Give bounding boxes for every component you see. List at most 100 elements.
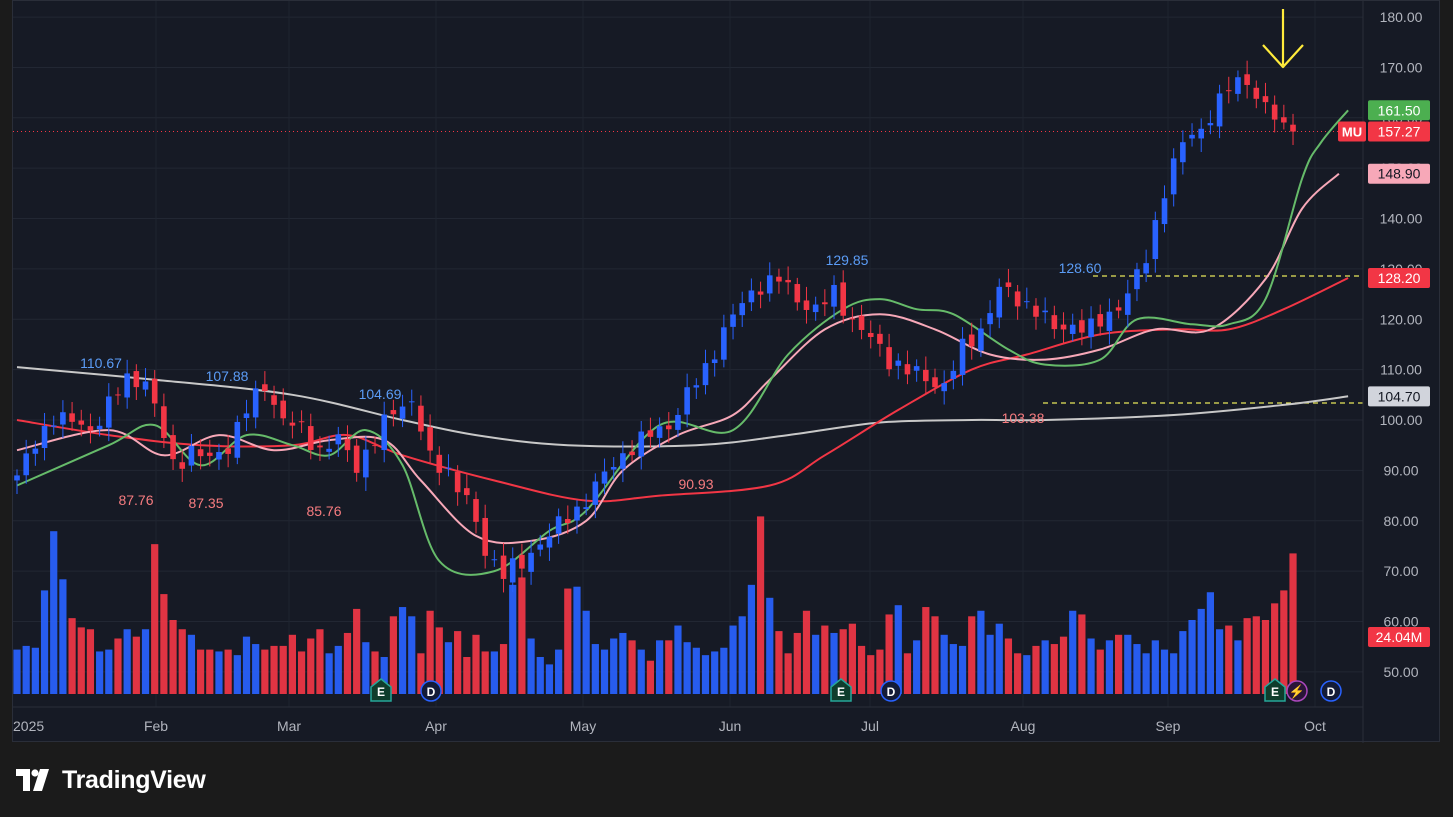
dividend-marker-label: D <box>427 685 436 699</box>
volume-bar <box>454 631 462 694</box>
volume-bar <box>784 653 792 694</box>
candle-body <box>1042 310 1048 313</box>
candle-body <box>1281 117 1287 123</box>
volume-bar <box>1188 620 1196 694</box>
earnings-event-icon[interactable]: E <box>370 678 392 702</box>
candle-body <box>895 360 902 366</box>
earnings-marker-label: E <box>377 685 385 699</box>
volume-bar <box>13 649 21 694</box>
volume-bar <box>279 645 287 694</box>
candle-body <box>399 406 406 419</box>
candle-body <box>335 434 342 445</box>
candle-body <box>702 363 709 386</box>
candle-body <box>280 400 287 419</box>
price-label-box <box>1368 386 1430 407</box>
high-annotation: 110.67 <box>80 355 122 371</box>
arrow-icon-stroke <box>1262 9 1304 69</box>
footer-brand[interactable]: TradingView <box>16 764 206 796</box>
chart-frame[interactable]: 110.67 107.88 104.69 129.85 128.60 87.76 87.35… <box>12 0 1441 743</box>
volume-bar <box>151 544 159 694</box>
volume-bar <box>68 618 76 694</box>
volume-bar <box>215 651 223 694</box>
candle-body <box>932 377 938 388</box>
event-markers[interactable]: E D E D E ⚡ D <box>370 678 1342 702</box>
candle-body <box>583 507 589 510</box>
candle-body <box>252 388 259 418</box>
candle-body <box>555 516 562 534</box>
candle-body <box>179 462 186 469</box>
time-tick-label: Jul <box>861 718 879 734</box>
price-label-box <box>1368 627 1430 647</box>
news-marker-label: ⚡ <box>1289 684 1305 700</box>
time-tick-label: Feb <box>144 718 168 734</box>
volume-bar <box>233 655 241 694</box>
volume-bar <box>481 651 489 694</box>
candle-body <box>464 488 470 496</box>
volume-bar <box>738 616 746 694</box>
candle-body <box>197 449 204 457</box>
candle-body <box>987 313 993 325</box>
volume-bar <box>1280 590 1288 694</box>
price-tick-label: 100.00 <box>1380 412 1423 428</box>
candle-body <box>41 426 48 449</box>
volume-bar <box>1179 631 1187 694</box>
volume-bar <box>1078 614 1086 694</box>
candle-body <box>610 467 617 470</box>
volume-bar <box>968 616 976 694</box>
candle-body <box>620 453 626 469</box>
volume-bar <box>729 625 737 694</box>
candle-body <box>812 304 819 313</box>
volume-bar <box>665 640 673 694</box>
candle-body <box>170 435 176 460</box>
candle-body <box>803 300 810 310</box>
dividend-event-icon[interactable]: D <box>880 680 902 702</box>
candle-body <box>353 445 360 473</box>
volume-price-label: 24.04M <box>1368 627 1430 647</box>
volume-bar <box>435 627 443 694</box>
earnings-marker-label: E <box>837 685 845 699</box>
candle-body <box>1271 104 1278 120</box>
volume-bar <box>371 651 379 694</box>
volume-bar <box>132 636 140 694</box>
volume-bar <box>1160 649 1169 694</box>
candle-body <box>1216 93 1223 127</box>
volume-bar <box>1041 640 1049 694</box>
volume-bar <box>922 607 930 694</box>
candle-body <box>14 475 20 481</box>
volume-bar <box>224 649 232 694</box>
candle-body <box>886 347 892 370</box>
price-tick-label: 110.00 <box>1380 362 1422 378</box>
price-label-value: 128.20 <box>1378 270 1421 286</box>
candle-body <box>877 333 883 344</box>
high-annotation: 129.85 <box>826 252 869 268</box>
sma-20-price-label: 148.90 <box>1368 163 1430 184</box>
dividend-event-icon[interactable]: D <box>420 680 442 702</box>
candle-body <box>1033 305 1039 317</box>
dividend-marker-label: D <box>1327 685 1336 699</box>
volume-bar <box>77 627 85 694</box>
candle-body <box>234 421 241 458</box>
earnings-event-icon[interactable]: E <box>830 678 852 702</box>
volume-bar <box>307 638 315 694</box>
news-event-icon[interactable]: ⚡ <box>1286 680 1308 702</box>
candle-body <box>50 425 57 427</box>
dividend-event-icon[interactable]: D <box>1320 680 1342 702</box>
volume-bar <box>417 653 425 694</box>
price-chart[interactable]: 110.67 107.88 104.69 129.85 128.60 87.76 87.35… <box>13 1 1441 743</box>
candle-body <box>1207 123 1214 126</box>
volume-bar <box>499 644 508 694</box>
earnings-event-icon[interactable]: E <box>1264 678 1286 702</box>
candle-body <box>32 448 39 454</box>
volume-bar <box>1105 640 1114 694</box>
candle-body <box>151 378 158 404</box>
candle-body <box>271 395 277 405</box>
volume-bar <box>857 645 866 694</box>
time-axis[interactable]: 2025 Feb Mar Apr May Jun Jul Aug Sep Oct <box>13 706 1363 734</box>
volume-bar <box>206 649 214 694</box>
time-tick-label: Mar <box>277 718 301 734</box>
sma-50-line <box>16 277 1349 503</box>
volume-bar <box>646 660 655 694</box>
low-annotation: 87.76 <box>118 492 153 508</box>
volume-bar <box>490 651 498 694</box>
volume-bar <box>1225 625 1233 694</box>
